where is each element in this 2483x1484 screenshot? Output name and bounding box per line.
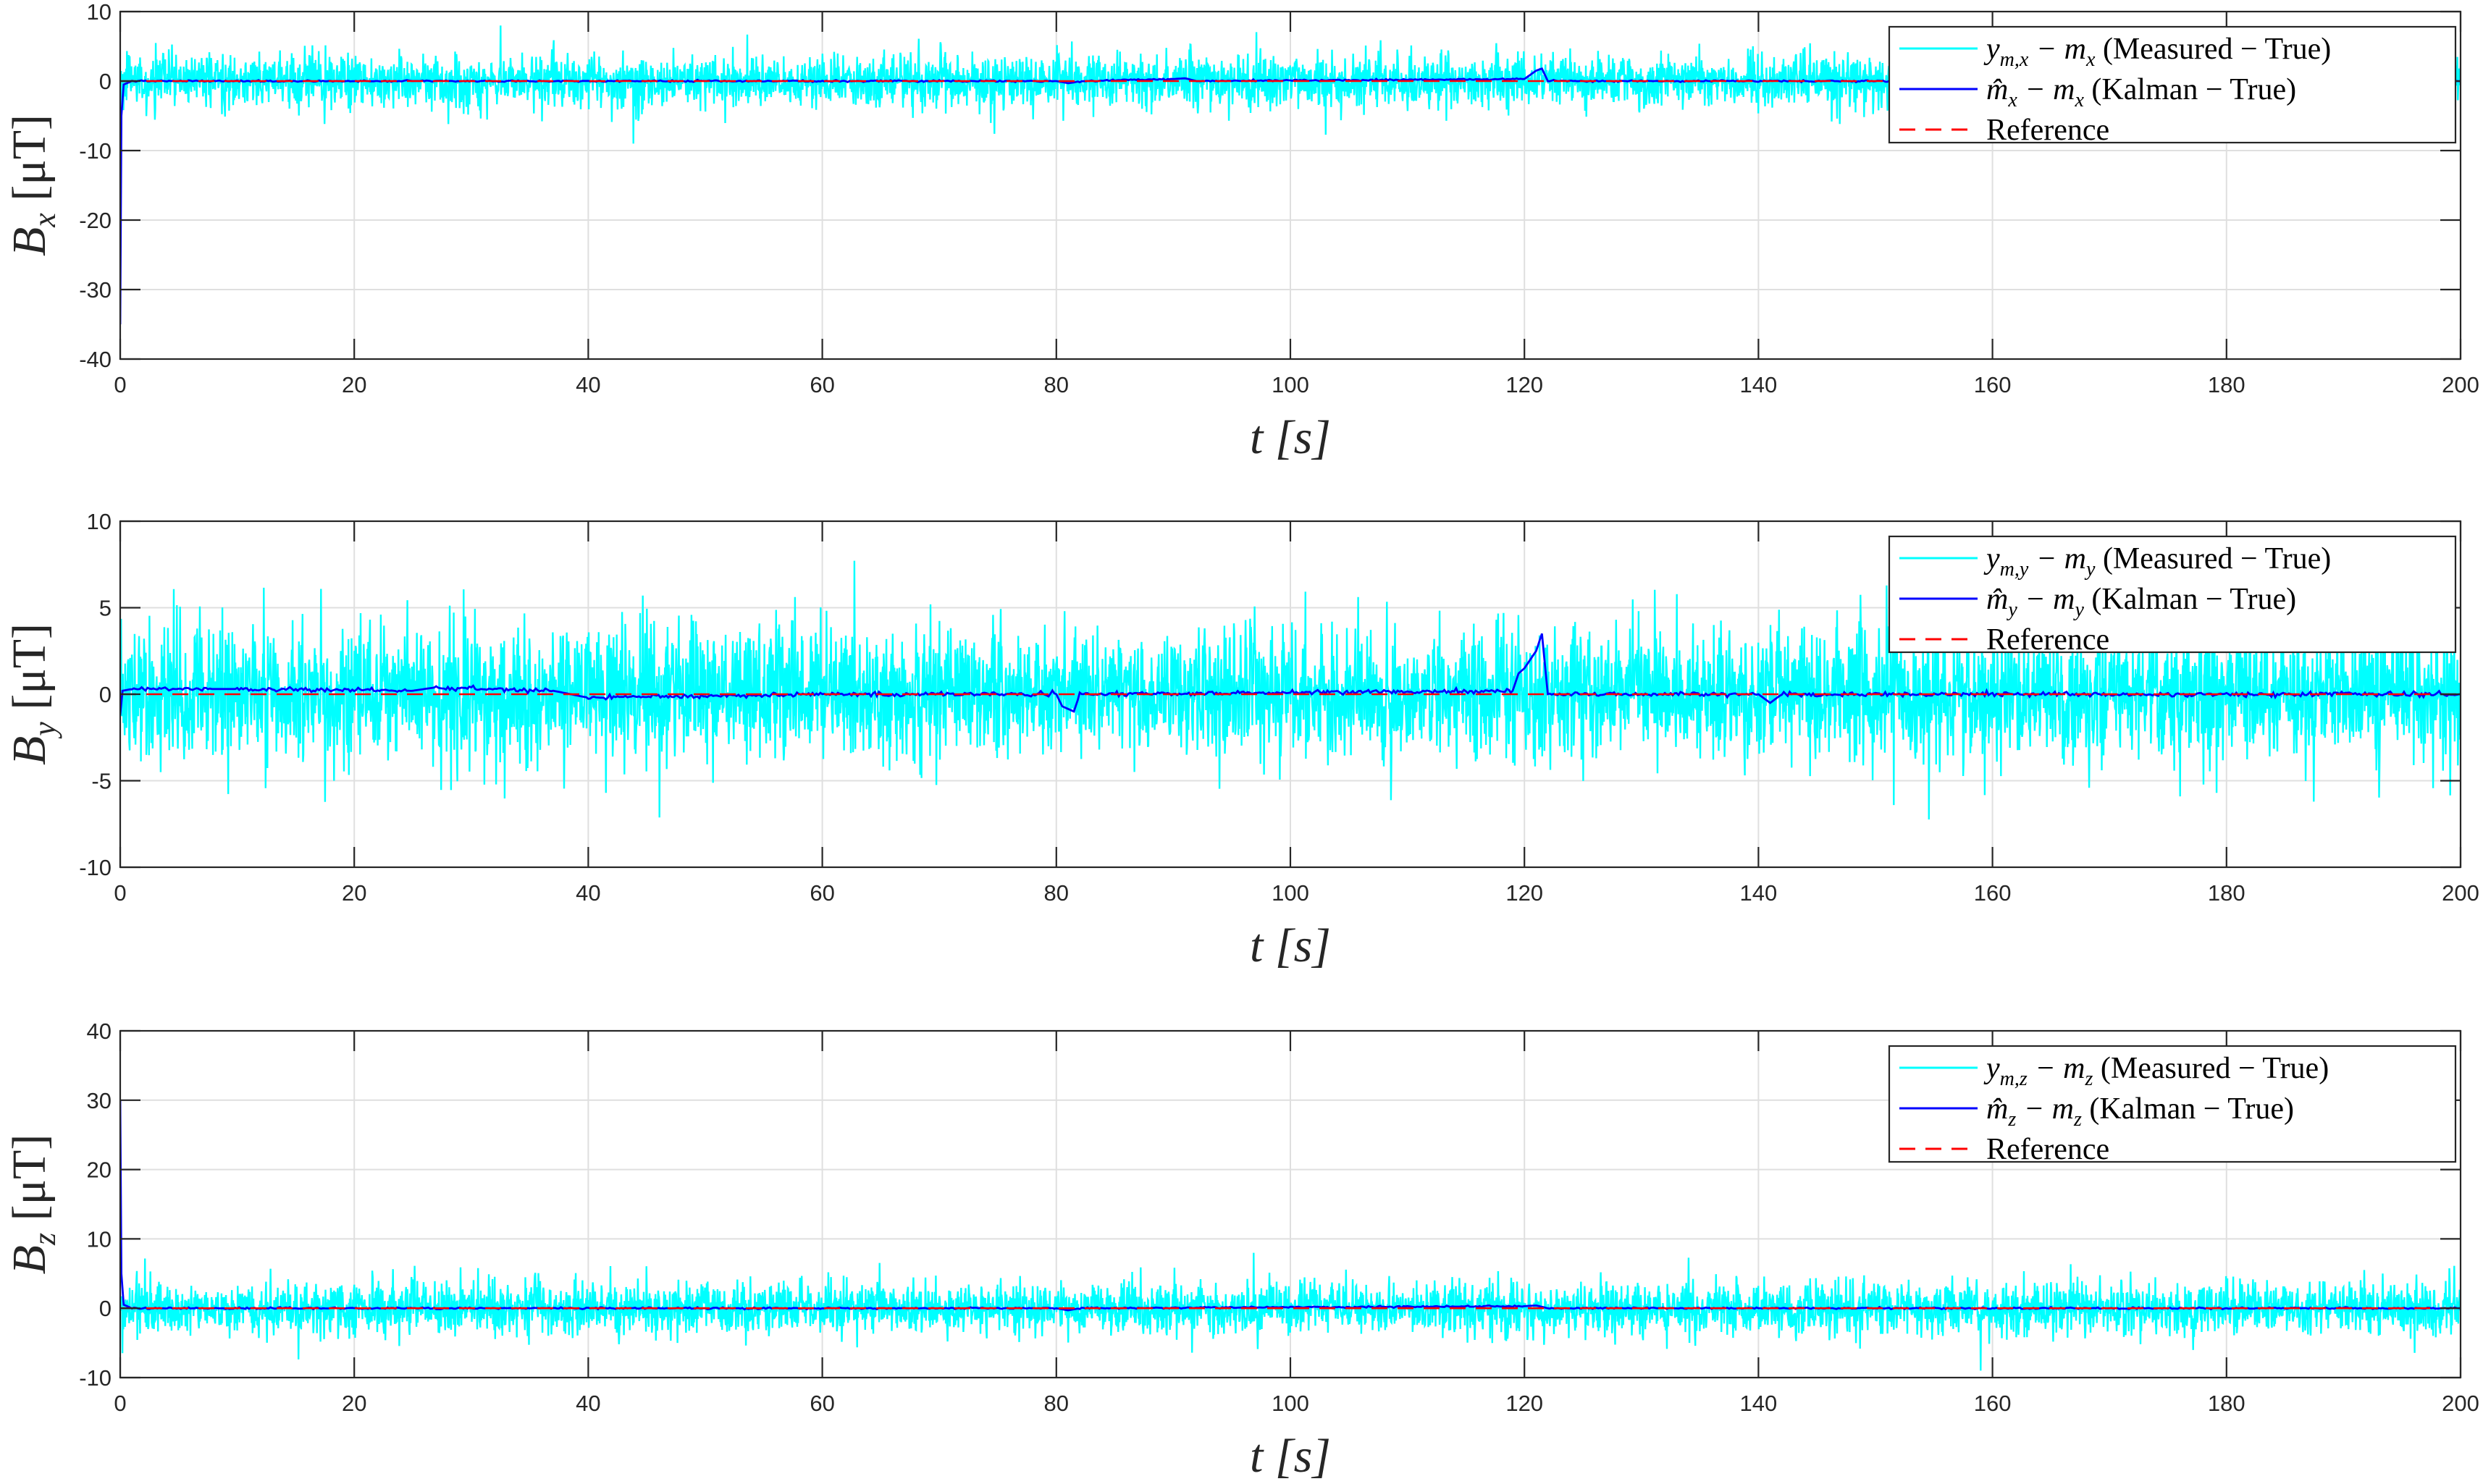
y-axis-label: By [μT] bbox=[3, 623, 62, 765]
x-tick-label: 40 bbox=[576, 880, 600, 906]
legend-item-measured-label: ym,y − my (Measured − True) bbox=[1983, 542, 2331, 581]
legend-item-reference-label: Reference bbox=[1986, 1133, 2109, 1166]
series-kalman-line bbox=[120, 633, 2461, 715]
x-tick-label: 120 bbox=[1505, 880, 1543, 906]
panel-bx: 0 20 40 60 80 100 120 140 160 180 200 -40 -30 -20 -10 0… bbox=[3, 0, 2479, 464]
x-tick-label: 100 bbox=[1272, 880, 1309, 906]
y-tick-label: -40 bbox=[79, 347, 112, 372]
x-tick-label: 0 bbox=[114, 1391, 126, 1416]
legend-item-measured-label: ym,x − mx (Measured − True) bbox=[1983, 33, 2331, 71]
x-tick-label: 200 bbox=[2442, 1391, 2479, 1416]
y-tick-label: 20 bbox=[87, 1158, 112, 1183]
series-group bbox=[120, 1100, 2461, 1371]
y-tick-label: 0 bbox=[99, 682, 112, 707]
x-tick-label: 180 bbox=[2208, 372, 2245, 397]
x-tick-label: 40 bbox=[576, 372, 600, 397]
series-group bbox=[120, 560, 2461, 820]
y-tick-label: -5 bbox=[91, 769, 112, 794]
x-axis-label: t [s] bbox=[1250, 919, 1331, 972]
y-tick-label: 10 bbox=[87, 509, 112, 534]
series-measured-line bbox=[120, 1252, 2461, 1371]
x-tick-label: 120 bbox=[1505, 372, 1543, 397]
x-axis-label: t [s] bbox=[1250, 1430, 1331, 1483]
y-axis-label-sub: z bbox=[27, 1233, 62, 1246]
y-axis-label-unit: [μT] bbox=[3, 1134, 56, 1233]
x-tick-label: 140 bbox=[1740, 1391, 1778, 1416]
series-kalman-line bbox=[120, 1100, 2461, 1312]
y-axis-label-unit: [μT] bbox=[3, 623, 56, 722]
series-measured-line bbox=[120, 560, 2461, 820]
x-tick-label: 200 bbox=[2442, 880, 2479, 906]
legend-item-reference-label: Reference bbox=[1986, 623, 2109, 657]
y-tick-label: -10 bbox=[79, 1365, 112, 1391]
y-axis-label: Bz [μT] bbox=[3, 1134, 62, 1275]
legend-item-reference-label: Reference bbox=[1986, 114, 2109, 147]
x-tick-label: 60 bbox=[810, 372, 834, 397]
legend-item-kalman-label: m̂x − mx (Kalman − True) bbox=[1986, 73, 2296, 111]
y-axis-label-sub: y bbox=[27, 722, 62, 739]
x-tick-label: 180 bbox=[2208, 1391, 2245, 1416]
legend-box bbox=[1888, 25, 2457, 144]
x-tick-label: 160 bbox=[1974, 880, 2012, 906]
x-tick-label: 0 bbox=[114, 880, 126, 906]
legend: ym,x − mx (Measured − True)m̂x − mx (Kal… bbox=[1888, 25, 2457, 147]
x-tick-label: 100 bbox=[1272, 1391, 1309, 1416]
x-tick-label: 160 bbox=[1974, 1391, 2012, 1416]
legend-item-measured-label: ym,z − mz (Measured − True) bbox=[1983, 1052, 2329, 1090]
x-tick-label: 140 bbox=[1740, 880, 1778, 906]
y-axis-label-unit: [μT] bbox=[3, 114, 56, 213]
y-axis-label-main: B bbox=[3, 1245, 56, 1274]
x-tick-label: 40 bbox=[576, 1391, 600, 1416]
panel-bz: 0 20 40 60 80 100 120 140 160 180 200-10010203040t… bbox=[3, 1019, 2479, 1483]
y-tick-label: -20 bbox=[79, 208, 112, 233]
x-tick-label: 100 bbox=[1272, 372, 1309, 397]
y-tick-label: -10 bbox=[79, 855, 112, 880]
y-tick-label: 0 bbox=[99, 1296, 112, 1321]
y-axis-label-main: B bbox=[3, 227, 56, 256]
x-axis-label: t [s] bbox=[1250, 411, 1331, 464]
legend-item-kalman-label: m̂y − my (Kalman − True) bbox=[1986, 583, 2296, 621]
legend: ym,z − mz (Measured − True)m̂z − mz (Kal… bbox=[1888, 1045, 2457, 1166]
x-tick-label: 160 bbox=[1974, 372, 2012, 397]
legend-item-kalman-label: m̂z − mz (Kalman − True) bbox=[1986, 1092, 2294, 1131]
legend: ym,y − my (Measured − True)m̂y − my (Kal… bbox=[1888, 535, 2457, 657]
y-axis-label: Bx [μT] bbox=[3, 114, 62, 256]
panel-by: 0 20 40 60 80 100 120 140 160 180 200 -10 -5 0 5 10 t [s… bbox=[3, 509, 2479, 972]
x-tick-label: 20 bbox=[342, 1391, 366, 1416]
y-axis-label-main: B bbox=[3, 736, 56, 765]
y-tick-label: 5 bbox=[99, 596, 112, 621]
y-tick-label: -10 bbox=[79, 138, 112, 164]
x-tick-label: 80 bbox=[1044, 1391, 1069, 1416]
x-tick-label: 20 bbox=[342, 880, 366, 906]
x-tick-label: 80 bbox=[1044, 372, 1069, 397]
x-tick-label: 0 bbox=[114, 372, 126, 397]
y-tick-label: 0 bbox=[99, 69, 112, 94]
x-tick-label: 60 bbox=[810, 1391, 834, 1416]
x-tick-label: 200 bbox=[2442, 372, 2479, 397]
x-tick-label: 180 bbox=[2208, 880, 2245, 906]
y-tick-label: 10 bbox=[87, 0, 112, 25]
x-tick-label: 60 bbox=[810, 880, 834, 906]
y-tick-label: 30 bbox=[87, 1088, 112, 1113]
y-tick-label: 10 bbox=[87, 1226, 112, 1252]
x-tick-label: 20 bbox=[342, 372, 366, 397]
x-tick-label: 120 bbox=[1505, 1391, 1543, 1416]
y-axis-label-sub: x bbox=[27, 213, 62, 228]
legend-box bbox=[1888, 535, 2457, 654]
x-tick-label: 80 bbox=[1044, 880, 1069, 906]
y-tick-label: 40 bbox=[87, 1019, 112, 1044]
y-tick-label: -30 bbox=[79, 277, 112, 303]
x-tick-label: 140 bbox=[1740, 372, 1778, 397]
legend-box bbox=[1888, 1045, 2457, 1163]
